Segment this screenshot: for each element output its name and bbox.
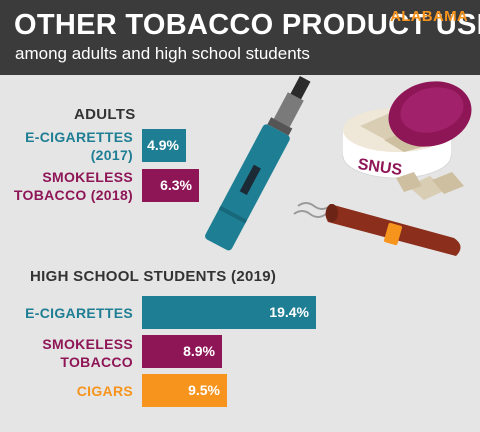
hs-bar-cigars: 9.5%: [142, 374, 227, 407]
bar-value-label: 19.4%: [269, 304, 309, 320]
bar-label-line: TOBACCO (2018): [13, 187, 133, 203]
state-label: ALABAMA: [390, 8, 468, 25]
hs-bar-e-cigarettes: 19.4%: [142, 296, 316, 329]
page-title: OTHER TOBACCO PRODUCT USE: [14, 9, 480, 41]
header-banner: OTHER TOBACCO PRODUCT USE among adults a…: [0, 0, 480, 75]
cigar-icon: [293, 202, 461, 256]
bar-value-label: 8.9%: [183, 343, 215, 359]
hs-bar-smokeless: 8.9%: [142, 335, 222, 368]
bar-label-line: (2017): [90, 147, 133, 163]
bar-label-line: E-CIGARETTES: [25, 305, 133, 321]
bar-label-line: SMOKELESS: [42, 336, 133, 352]
hs-bar-label-e-cigarettes: E-CIGARETTES: [20, 304, 133, 322]
bar-value-label: 6.3%: [160, 177, 192, 193]
e-cigarette-icon: [205, 75, 311, 251]
adults-bar-label-smokeless: SMOKELESS TOBACCO (2018): [0, 168, 133, 204]
bar-value-label: 9.5%: [188, 382, 220, 398]
bar-value-label: 4.9%: [147, 137, 179, 153]
bar-label-line: E-CIGARETTES: [25, 129, 133, 145]
snus-label: SNUS: [357, 156, 404, 179]
bar-label-line: CIGARS: [76, 383, 133, 399]
section-title-high-school: HIGH SCHOOL STUDENTS (2019): [30, 268, 277, 285]
hs-bar-label-cigars: CIGARS: [20, 382, 133, 400]
snus-tin-icon: SNUS: [342, 81, 472, 200]
adults-bar-smokeless: 6.3%: [142, 169, 199, 202]
adults-bar-e-cigarettes: 4.9%: [142, 129, 186, 162]
hs-bar-label-smokeless: SMOKELESS TOBACCO: [20, 335, 133, 371]
page-subtitle: among adults and high school students: [15, 44, 310, 63]
bar-label-line: SMOKELESS: [42, 169, 133, 185]
bar-label-line: TOBACCO: [60, 354, 133, 370]
section-title-adults: ADULTS: [74, 106, 136, 123]
adults-bar-label-e-cigarettes: E-CIGARETTES (2017): [20, 128, 133, 164]
